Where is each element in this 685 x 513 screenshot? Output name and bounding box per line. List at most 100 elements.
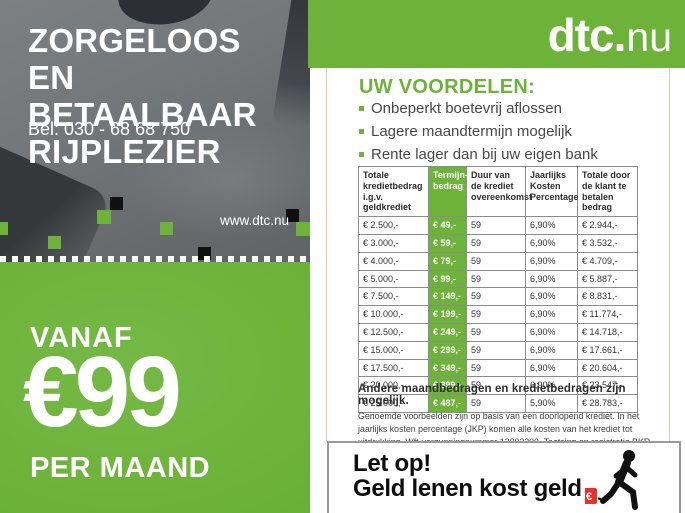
table-row: € 10.000,- € 199,- 59 6,90% € 11.774,- xyxy=(358,305,638,324)
table-cell: € 59,- xyxy=(428,233,467,253)
table-row: € 17.500,- € 349,- 59 6,90% € 20.604,- xyxy=(358,358,638,378)
table-cell: 6,90% xyxy=(525,216,578,235)
table-cell: € 299,- xyxy=(428,340,467,360)
logo-tld: nu xyxy=(626,14,672,60)
table-row: € 2.500,- € 49,- 59 6,90% € 2.944,- xyxy=(358,216,638,235)
table-row: € 12.500,- € 249,- 59 6,90% € 14.718,- xyxy=(358,322,638,342)
credit-table: Totale kredietbedrag i.g.v. geldkrediet T… xyxy=(358,165,638,413)
warning-box: Let op! Geld lenen kost geld € xyxy=(327,441,681,513)
walking-person-euro-icon: € xyxy=(581,449,649,511)
table-cell: € 349,- xyxy=(428,358,467,378)
table-row: € 20.000,- € 399,- 59 6,90% € 23.547,- xyxy=(358,376,638,396)
table-cell: € 99,- xyxy=(428,269,467,289)
table-cell: € 49,- xyxy=(428,216,467,235)
price-prefix: VANAF xyxy=(30,322,133,354)
deco-square xyxy=(97,210,111,224)
logo-text-bold: dtc xyxy=(547,9,615,61)
table-cell: € 2.500,- xyxy=(358,216,429,235)
table-cell: 59 xyxy=(466,305,526,324)
table-row: € 7.500,- € 149,- 59 6,90% € 8.831,- xyxy=(358,287,638,307)
table-cell: 59 xyxy=(466,251,526,271)
deco-square xyxy=(0,222,8,235)
bullet-square-icon xyxy=(359,129,364,134)
table-header-cell: Duur van de krediet overeenkomst xyxy=(466,165,532,218)
table-row: € 15.000,- € 299,- 59 6,90% € 17.661,- xyxy=(358,340,638,360)
left-panel: ZORGELOOS EN BETAALBAAR RIJPLEZIER Bel: … xyxy=(0,0,310,513)
deco-square xyxy=(286,209,299,222)
table-cell: € 249,- xyxy=(428,322,467,342)
table-cell: 59 xyxy=(466,287,526,307)
warning-line2: Geld lenen kost geld xyxy=(353,475,582,502)
table-cell: € 3.000,- xyxy=(358,233,429,253)
table-cell: € 8.831,- xyxy=(577,287,638,307)
deco-square xyxy=(110,197,123,210)
table-cell: € 199,- xyxy=(428,305,467,324)
table-header-cell: Totale kredietbedrag i.g.v. geldkrediet xyxy=(358,165,429,218)
table-cell: € 20.604,- xyxy=(577,358,638,378)
headline-line: EN BETAALBAAR xyxy=(28,59,257,133)
table-row: € 25.000,- € 487,- 59 5,90% € 28.783,- xyxy=(358,394,638,413)
benefits-list: Onbeperkt boetevrij aflossen Lagere maan… xyxy=(359,100,598,169)
deco-square xyxy=(48,236,61,249)
logo-dot: . xyxy=(613,9,627,61)
table-cell: € 15.000,- xyxy=(358,340,429,360)
price-suffix: PER MAAND xyxy=(30,452,211,484)
crop-mark-line xyxy=(326,68,327,441)
hero-photo: ZORGELOOS EN BETAALBAAR RIJPLEZIER Bel: … xyxy=(0,0,310,263)
website-url: www.dtc.nu xyxy=(220,213,290,228)
table-header-cell: Jaarlijks Kosten Percentage xyxy=(525,165,579,218)
table-cell: 59 xyxy=(466,358,526,378)
table-cell: 6,90% xyxy=(525,269,578,289)
euro-symbol: € xyxy=(586,491,592,503)
dashed-divider xyxy=(0,256,310,262)
table-cell: € 4.709,- xyxy=(577,251,638,271)
table-header-cell: Termijn­bedrag xyxy=(428,165,468,218)
headline-line: ZORGELOOS xyxy=(28,22,241,59)
table-cell: € 10.000,- xyxy=(358,305,429,324)
benefits-title: UW VOORDELEN: xyxy=(359,76,536,98)
bullet-square-icon xyxy=(359,152,364,157)
table-cell: 6,90% xyxy=(525,358,578,378)
table-cell: 6,90% xyxy=(525,251,578,271)
table-cell: 6,90% xyxy=(525,287,578,307)
table-cell: € 11.774,- xyxy=(577,305,638,324)
deco-square xyxy=(296,222,310,236)
benefit-item: Onbeperkt boetevrij aflossen xyxy=(359,100,598,117)
table-cell: € 28.783,- xyxy=(577,394,638,413)
benefit-item: Rente lager dan bij uw eigen bank xyxy=(359,146,598,163)
credit-table-head-row: Totale kredietbedrag i.g.v. geldkrediet T… xyxy=(358,165,638,218)
table-cell: € 17.500,- xyxy=(358,358,429,378)
disclaimer-title: Andere maandbedragen en kredietbedragen … xyxy=(358,383,626,407)
table-cell: 59 xyxy=(466,233,526,253)
benefit-label: Onbeperkt boetevrij aflossen xyxy=(371,100,562,117)
table-cell: € 25.000,- xyxy=(358,394,429,413)
table-cell: 59 xyxy=(466,340,526,360)
phone-number: Bel: 030 - 68 68 750 xyxy=(28,119,191,139)
table-cell: € 2.944,- xyxy=(577,216,638,235)
table-cell: € 487,- xyxy=(428,394,467,413)
table-cell: 6,90% xyxy=(525,305,578,324)
table-cell: € 5.000,- xyxy=(358,269,429,289)
warning-line1: Let op! xyxy=(353,450,431,477)
price-block: VANAF €99 PER MAAND xyxy=(0,262,310,513)
bullet-square-icon xyxy=(359,106,364,111)
table-cell: € 12.500,- xyxy=(358,322,429,342)
table-cell: € 3.532,- xyxy=(577,233,638,253)
table-cell: 59 xyxy=(466,269,526,289)
warning-text: Let op! Geld lenen kost geld xyxy=(353,451,582,501)
credit-table-body: € 2.500,- € 49,- 59 6,90% € 2.944,- € 3.000,-… xyxy=(358,216,638,413)
photo-shape xyxy=(120,120,310,240)
table-cell: € 149,- xyxy=(428,287,467,307)
right-panel: dtc.nu UW VOORDELEN: Onbeperkt boetevrij… xyxy=(308,0,685,513)
table-cell: 6,90% xyxy=(525,340,578,360)
table-cell: € 5.887,- xyxy=(577,269,638,289)
table-cell: € 4.000,- xyxy=(358,251,429,271)
brand-banner: dtc.nu xyxy=(308,0,685,68)
dtc-logo: dtc.nu xyxy=(548,8,672,62)
table-cell: € 14.718,- xyxy=(577,322,638,342)
table-row: € 4.000,- € 79,- 59 6,90% € 4.709,- xyxy=(358,251,638,271)
headline-line: RIJPLEZIER xyxy=(28,133,221,170)
crop-mark-line xyxy=(669,68,670,513)
benefit-item: Lagere maandtermijn mogelijk xyxy=(359,123,598,140)
